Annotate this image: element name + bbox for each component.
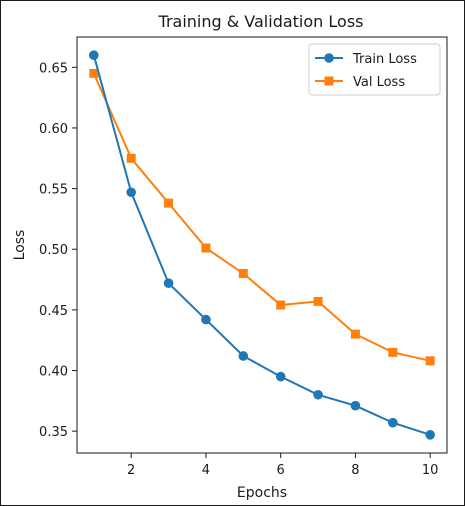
train-loss-point bbox=[238, 351, 249, 361]
legend: Train Loss Val Loss bbox=[308, 43, 441, 96]
y-tick-label: 0.65 bbox=[39, 61, 68, 76]
val-loss-point bbox=[350, 329, 360, 339]
x-tick-label: 2 bbox=[127, 463, 135, 478]
x-tick-label: 8 bbox=[351, 463, 359, 478]
val-loss-point bbox=[238, 269, 248, 279]
train-loss-point bbox=[89, 50, 99, 60]
legend-val-loss-marker bbox=[324, 76, 334, 86]
y-tick-label: 0.40 bbox=[39, 365, 68, 380]
val-loss-point bbox=[164, 198, 174, 208]
x-axis-label: Epochs bbox=[237, 485, 287, 501]
chart-title: Training & Validation Loss bbox=[158, 12, 364, 31]
y-axis-label: Loss bbox=[12, 230, 28, 261]
train-loss-point bbox=[126, 187, 136, 198]
val-loss-point bbox=[276, 300, 286, 310]
train-loss-point bbox=[275, 371, 286, 382]
val-loss-line bbox=[92, 72, 431, 362]
y-axis: 0.35 0.40 0.45 0.50 0.55 0.60 0.65 bbox=[39, 61, 77, 440]
legend-train-loss-label: Train Loss bbox=[352, 52, 417, 67]
train-loss-point bbox=[350, 400, 361, 411]
legend-val-loss-label: Val Loss bbox=[353, 75, 405, 90]
x-tick-label: 10 bbox=[422, 463, 439, 478]
val-loss-point bbox=[126, 153, 136, 163]
y-tick-label: 0.55 bbox=[39, 183, 68, 198]
train-loss-point bbox=[425, 430, 435, 440]
val-loss-point bbox=[388, 347, 398, 357]
train-loss-point bbox=[163, 278, 174, 289]
series-layer bbox=[89, 50, 435, 440]
val-loss-point bbox=[425, 356, 435, 366]
x-axis: 2 4 6 8 10 bbox=[127, 453, 438, 478]
plot-area bbox=[76, 36, 448, 454]
train-loss-point bbox=[388, 417, 398, 428]
train-loss-line bbox=[92, 54, 431, 436]
train-loss-point bbox=[201, 314, 211, 325]
y-tick-label: 0.60 bbox=[39, 122, 68, 137]
y-tick-label: 0.50 bbox=[39, 243, 68, 258]
val-loss-point bbox=[313, 296, 323, 306]
y-tick-label: 0.45 bbox=[39, 304, 68, 319]
val-loss-point bbox=[89, 68, 99, 78]
legend-box bbox=[308, 43, 441, 96]
legend-train-loss-marker bbox=[324, 53, 334, 63]
x-tick-label: 6 bbox=[277, 463, 285, 478]
train-loss-point bbox=[313, 389, 323, 400]
x-tick-label: 4 bbox=[202, 463, 210, 478]
y-tick-label: 0.35 bbox=[39, 425, 68, 440]
val-loss-point bbox=[201, 243, 211, 253]
